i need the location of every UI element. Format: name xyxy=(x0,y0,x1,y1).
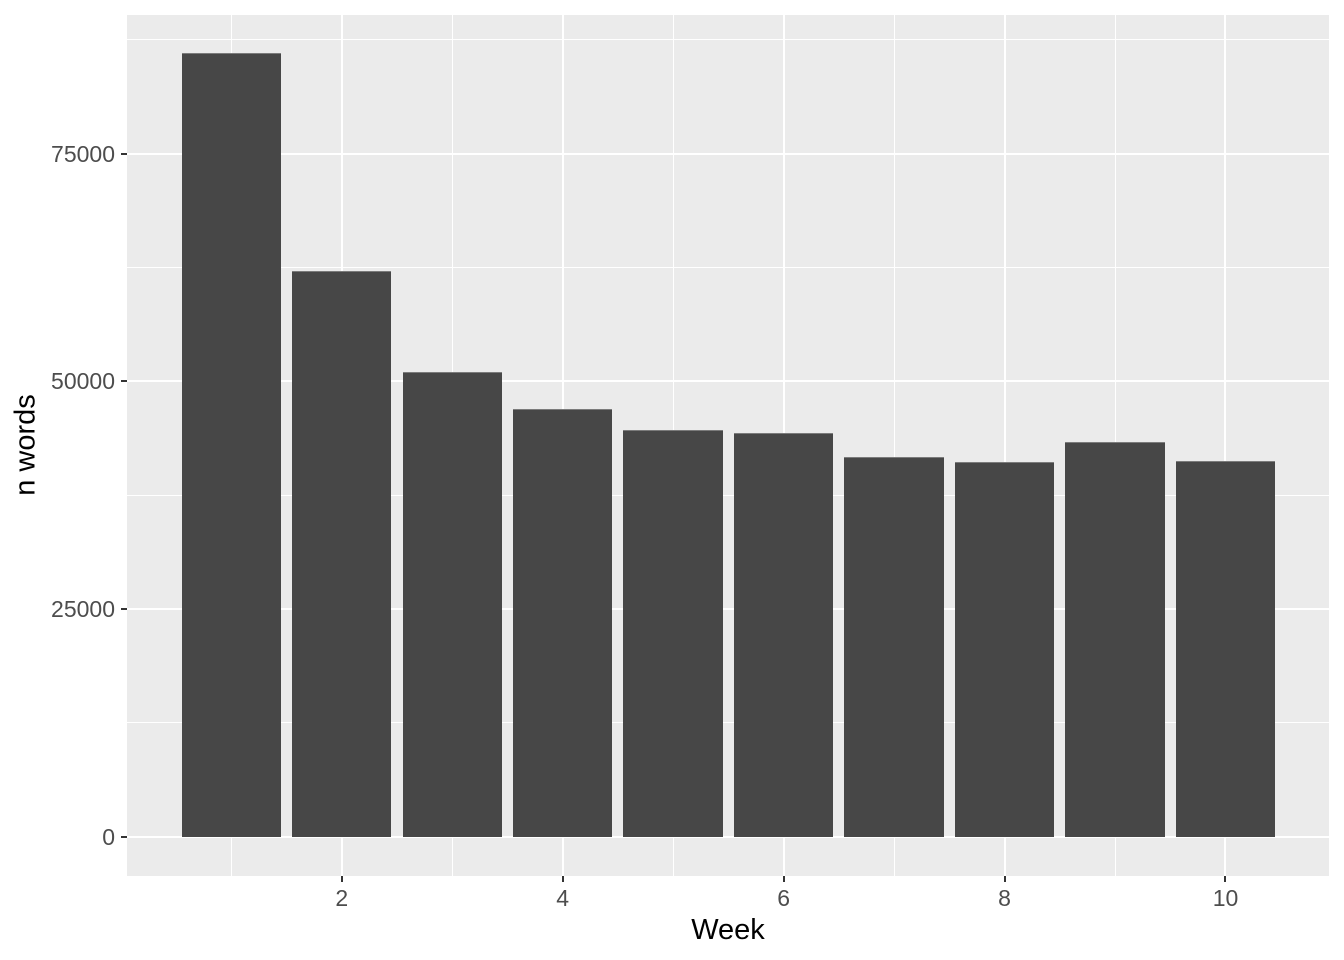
gridline-minor-y xyxy=(127,39,1329,41)
x-tick-mark xyxy=(782,876,785,882)
gridline-major-x xyxy=(1003,15,1006,876)
x-tick-mark xyxy=(1224,876,1227,882)
y-tick-mark xyxy=(121,835,127,838)
x-tick-label: 6 xyxy=(777,885,790,911)
gridline-major-y xyxy=(127,152,1329,155)
y-tick-mark xyxy=(121,607,127,610)
gridline-major-x xyxy=(1224,15,1227,876)
gridline-major-y xyxy=(127,835,1329,838)
x-tick-mark xyxy=(340,876,343,882)
x-tick-label: 8 xyxy=(998,885,1011,911)
bar-week-3 xyxy=(402,372,502,837)
bar-week-8 xyxy=(954,462,1055,837)
bar-week-1 xyxy=(181,53,281,837)
y-axis-title: n words xyxy=(9,394,42,496)
bar-week-10 xyxy=(1175,461,1276,837)
bar-week-5 xyxy=(623,429,723,837)
x-axis-title: Week xyxy=(691,914,765,946)
gridline-minor-y xyxy=(127,494,1329,496)
gridline-minor-y xyxy=(127,266,1329,268)
x-tick-label: 2 xyxy=(335,885,349,911)
x-tick-label: 4 xyxy=(556,885,570,911)
gridline-minor-y xyxy=(127,722,1329,724)
x-tick-mark xyxy=(561,876,564,882)
gridline-minor-x xyxy=(893,15,895,876)
gridline-major-y xyxy=(127,607,1329,610)
bar-week-6 xyxy=(733,433,834,837)
gridline-major-y xyxy=(127,380,1329,383)
plot-panel xyxy=(127,15,1329,876)
y-tick-mark xyxy=(121,380,127,383)
bar-week-4 xyxy=(512,409,613,837)
y-tick-label: 75000 xyxy=(51,140,115,167)
y-tick-label: 50000 xyxy=(51,368,115,395)
x-tick-mark xyxy=(1003,876,1006,882)
y-tick-label: 25000 xyxy=(51,595,115,622)
bar-week-7 xyxy=(844,456,944,837)
y-tick-mark xyxy=(121,152,127,155)
y-tick-label: 0 xyxy=(102,823,115,850)
bar-week-9 xyxy=(1065,442,1165,837)
bar-week-2 xyxy=(292,271,392,837)
x-tick-label: 10 xyxy=(1212,885,1239,911)
